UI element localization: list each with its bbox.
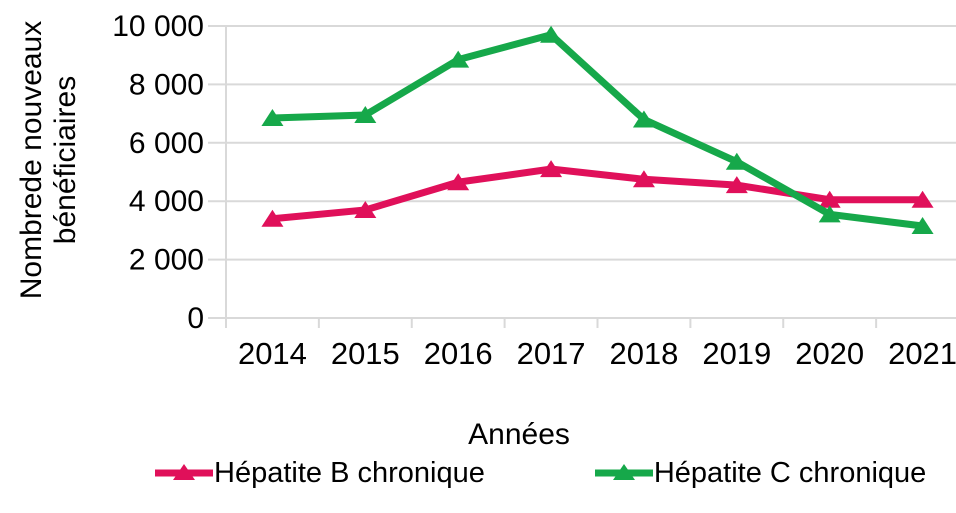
x-tick-label: 2015	[331, 336, 400, 371]
data-point-hepatite-b-chronique-2015	[354, 200, 377, 218]
data-point-hepatite-c-chronique-2018	[632, 110, 655, 128]
data-point-hepatite-b-chronique-2018	[632, 170, 655, 188]
data-point-hepatite-b-chronique-2021	[911, 190, 934, 208]
series-line-hepatite-c-chronique	[272, 30, 923, 230]
x-tick-label: 2020	[795, 336, 864, 371]
x-tick-label: 2021	[888, 336, 956, 371]
y-tick-label: 8 000	[129, 68, 204, 101]
y-tick-label: 0	[187, 302, 204, 335]
y-tick-label: 6 000	[129, 127, 204, 160]
x-axis-title: Années	[468, 418, 570, 451]
y-tick-label: 10 000	[112, 10, 204, 43]
legend-marker-line-triangle-icon	[154, 460, 214, 486]
data-point-hepatite-c-chronique-2015	[354, 106, 377, 124]
legend-item-hepatite-c: Hépatite C chronique	[594, 456, 927, 489]
data-point-hepatite-c-chronique-2021	[911, 217, 934, 235]
y-axis-title-line: Nombrede nouveaux	[15, 20, 48, 300]
data-point-hepatite-b-chronique-2019	[725, 176, 748, 194]
data-point-hepatite-b-chronique-2017	[540, 160, 563, 178]
chart-legend: Hépatite B chronique Hépatite C chroniqu…	[0, 456, 956, 489]
data-point-hepatite-c-chronique-2020	[818, 205, 841, 223]
data-point-hepatite-c-chronique-2019	[725, 152, 748, 170]
data-point-hepatite-b-chronique-2014	[261, 209, 284, 227]
data-point-hepatite-c-chronique-2016	[447, 50, 470, 68]
y-axis-title-line: bénéficiaires	[49, 75, 82, 245]
y-axis-title: Nombrede nouveaux bénéficiaires	[15, 0, 83, 330]
y-tick-label: 4 000	[129, 185, 204, 218]
x-tick-label: 2018	[609, 336, 678, 371]
data-point-hepatite-b-chronique-2020	[818, 190, 841, 208]
legend-label: Hépatite C chronique	[653, 456, 927, 489]
data-point-hepatite-c-chronique-2017	[540, 25, 563, 43]
y-tick-label: 2 000	[129, 244, 204, 277]
x-tick-label: 2016	[424, 336, 493, 371]
legend-label: Hépatite B chronique	[214, 456, 485, 489]
data-point-hepatite-c-chronique-2014	[261, 108, 284, 126]
x-tick-label: 2014	[238, 336, 307, 371]
x-tick-label: 2017	[517, 336, 586, 371]
x-tick-label: 2019	[702, 336, 771, 371]
legend-marker-line-triangle-icon	[594, 460, 654, 486]
data-point-hepatite-b-chronique-2016	[447, 173, 470, 191]
series-line-hepatite-b-chronique	[272, 165, 923, 223]
legend-item-hepatite-b: Hépatite B chronique	[154, 456, 485, 489]
